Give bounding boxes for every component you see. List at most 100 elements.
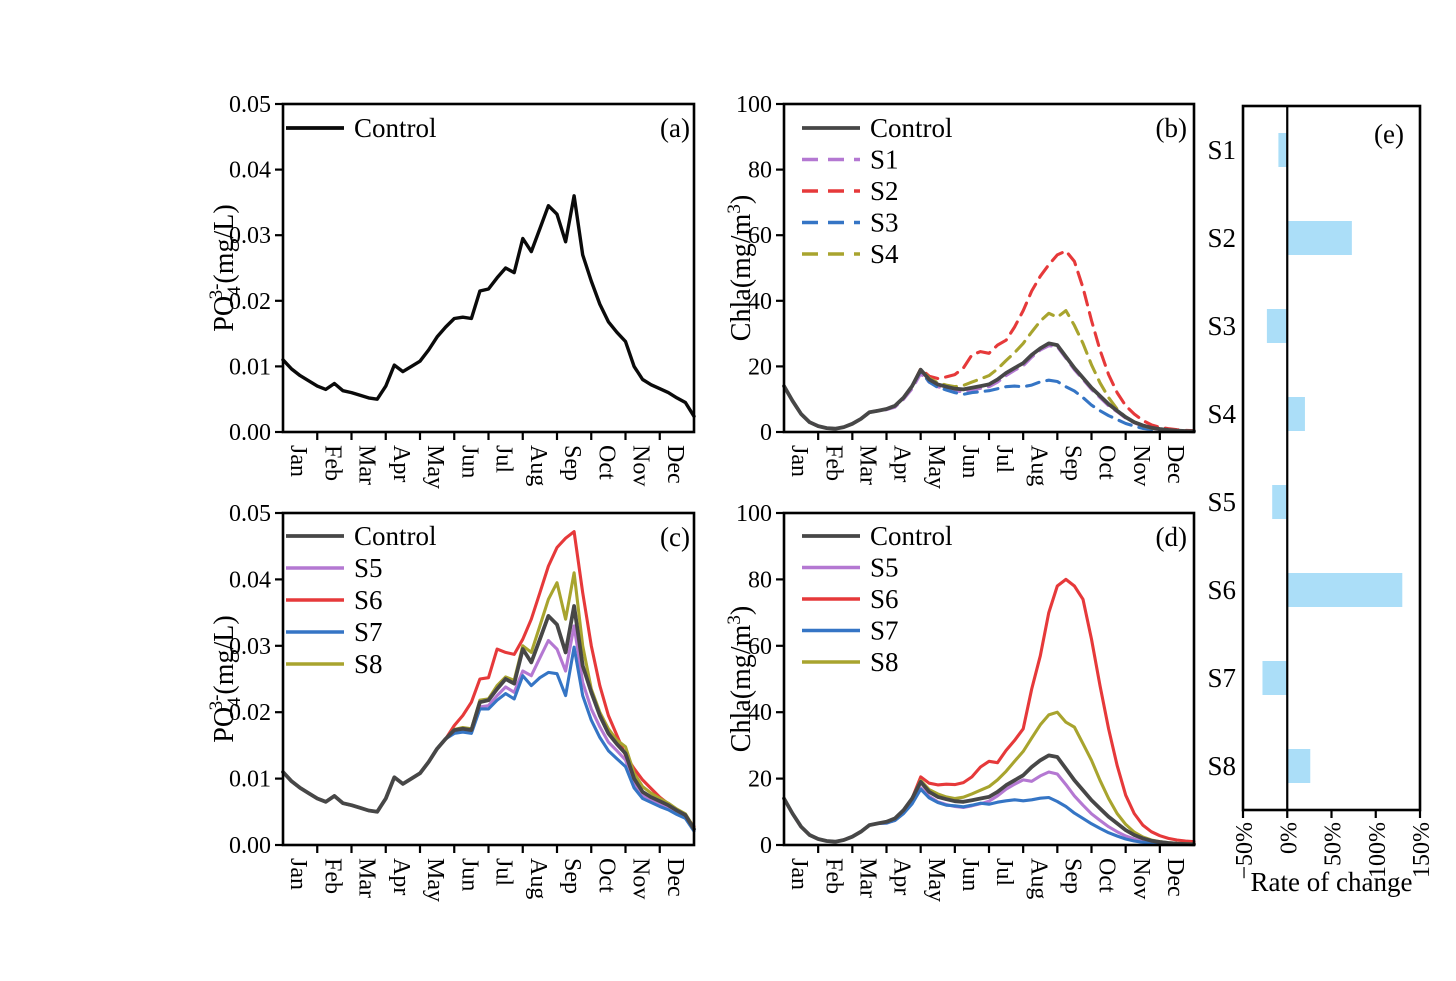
y-tick-label: 0.00 <box>229 420 271 446</box>
y-tick-label: 0.00 <box>229 833 271 859</box>
x-tick-label-month: Aug <box>525 445 551 486</box>
y-tick-label: 0.04 <box>229 567 271 593</box>
x-tick-label-month: Mar <box>354 445 380 485</box>
series-line-S1 <box>782 344 1196 433</box>
x-tick-label-month: Jan <box>285 445 311 477</box>
x-tick-label-month: Nov <box>628 445 654 486</box>
y-tick-label: 0.02 <box>229 700 271 726</box>
x-tick-label-month: Oct <box>1094 858 1120 893</box>
legend-label-S7: S7 <box>870 616 899 646</box>
legend-label-S4: S4 <box>870 239 899 269</box>
x-tick-label-month: Nov <box>1128 858 1154 899</box>
bar-S7 <box>1262 661 1288 695</box>
y-tick-label: 0.03 <box>229 634 271 660</box>
x-tick-label-month: Apr <box>889 445 915 482</box>
bar-category-label-S2: S2 <box>1207 223 1236 253</box>
legend-label-Control: Control <box>870 521 953 551</box>
legend-label-S3: S3 <box>870 208 899 238</box>
ylabel-part: 4 <box>224 286 245 296</box>
ylabel-part: (mg/L) <box>209 615 240 694</box>
y-axis-label-a: PO43-(mg/L) <box>206 204 245 331</box>
x-tick-label-month: Aug <box>1025 858 1051 899</box>
x-tick-label-month: Feb <box>820 858 846 894</box>
x-tick-label-month: Apr <box>388 858 414 895</box>
x-tick-label-month: Jun <box>957 445 983 478</box>
x-tick-label-month: Dec <box>662 445 688 484</box>
bar-S5 <box>1272 485 1288 519</box>
x-tick-label-month: Aug <box>1025 445 1051 486</box>
x-axis-label-e: Rate of change <box>1251 867 1413 897</box>
series-line-Control <box>281 604 696 831</box>
x-tick-label-month: Jul <box>491 858 517 886</box>
ylabel-part: Chla(mg/m <box>726 624 757 752</box>
series-line-S2 <box>782 249 1196 433</box>
plot-frame <box>1241 104 1422 812</box>
ylabel-part: ) <box>726 606 757 615</box>
x-tick-label-month: Sep <box>1059 445 1085 481</box>
bar-S8 <box>1287 749 1311 783</box>
legend-label-S5: S5 <box>354 553 383 583</box>
panel-letter-d: (d) <box>1156 522 1187 552</box>
ylabel-part: (mg/L) <box>209 204 240 283</box>
legend-label-S7: S7 <box>354 617 383 647</box>
ylabel-part: 3- <box>206 695 227 711</box>
bar-category-label-S1: S1 <box>1207 135 1236 165</box>
y-tick-label: 0.04 <box>229 158 271 184</box>
panel-letter-c: (c) <box>660 522 690 552</box>
y-tick-label: 20 <box>748 354 772 380</box>
x-tick-label-month: Jan <box>786 858 812 890</box>
y-tick-label: 0 <box>760 833 772 859</box>
series-line-Control <box>782 753 1196 847</box>
x-tick-label-month: Dec <box>1162 445 1188 484</box>
y-tick-label: 40 <box>748 289 772 315</box>
panel-letter-b: (b) <box>1156 113 1187 143</box>
series-line-Control <box>281 194 696 418</box>
x-tick-label-month: Oct <box>593 858 619 893</box>
x-tick-label-month: Jan <box>285 858 311 890</box>
y-tick-label: 0.05 <box>229 501 271 527</box>
y-tick-label: 0.03 <box>229 223 271 249</box>
x-tick-label-month: Feb <box>319 858 345 894</box>
bar-S2 <box>1287 221 1352 255</box>
x-tick-label-month: Nov <box>628 858 654 899</box>
bar-S4 <box>1287 397 1305 431</box>
x-tick-label-month: Jun <box>456 858 482 891</box>
x-tick-label-month: Jul <box>491 445 517 473</box>
y-tick-label: 0 <box>760 420 772 446</box>
bar-S1 <box>1278 133 1288 167</box>
panel-letter-a: (a) <box>660 113 690 143</box>
panel-a: 0.00 0.01 0.02 0.03 0.04 0.05 Jan Feb Mar Apr May J… <box>206 92 696 489</box>
legend-label-Control: Control <box>870 113 953 143</box>
plot-frame <box>281 511 696 847</box>
x-tick-label-month: Nov <box>1128 445 1154 486</box>
x-tick-label-month: Jun <box>456 445 482 478</box>
x-tick-label-month: Jan <box>786 445 812 477</box>
series-line-S8 <box>782 710 1196 846</box>
legend-label-S6: S6 <box>870 584 899 614</box>
ylabel-part: Chla(mg/m <box>726 213 757 341</box>
y-tick-label: 60 <box>748 223 772 249</box>
ylabel-part: 3- <box>206 284 227 300</box>
x-tick-label-month: May <box>923 445 949 489</box>
y-tick-label: 100 <box>736 92 772 118</box>
ylabel-part: PO <box>209 296 240 332</box>
x-tick-label-month: Jul <box>991 858 1017 886</box>
x-tick-label-month: Sep <box>559 858 585 894</box>
legend-label-S6: S6 <box>354 585 383 615</box>
x-tick-label-month: Mar <box>854 445 880 485</box>
ylabel-part: PO <box>209 707 240 743</box>
legend-label-Control: Control <box>354 521 437 551</box>
x-tick-label-month: Aug <box>525 858 551 899</box>
y-tick-label: 0.01 <box>229 767 271 793</box>
y-tick-label: 0.05 <box>229 92 271 118</box>
series-line-Control <box>782 341 1196 434</box>
ylabel-part: 3 <box>724 204 745 214</box>
panel-d: 0 20 40 60 80 100 Jan Feb Mar Apr May Jun Jul Aug Sep O… <box>724 501 1196 902</box>
x-tick-label-month: Dec <box>1162 858 1188 897</box>
plot-frame <box>782 511 1196 847</box>
panel-e: S1 S2 S3 S4 S5 S6 S7 S8 −50% 0% 50% 100% 150%Rate of… <box>1207 104 1435 897</box>
x-tick-label-month: Oct <box>1094 445 1120 480</box>
y-tick-label: 80 <box>748 567 772 593</box>
x-tick-label-month: Oct <box>593 445 619 480</box>
